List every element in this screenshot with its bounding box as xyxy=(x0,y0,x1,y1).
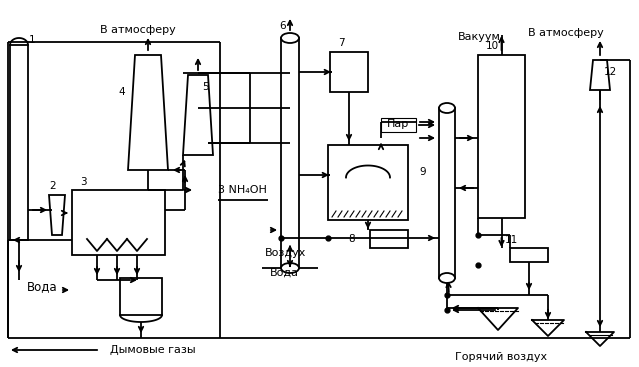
Text: Воздух: Воздух xyxy=(265,248,306,258)
Bar xyxy=(328,145,408,220)
Bar xyxy=(370,230,408,248)
Ellipse shape xyxy=(439,103,455,113)
Polygon shape xyxy=(183,75,213,155)
Ellipse shape xyxy=(281,263,299,273)
Text: 8: 8 xyxy=(348,234,355,244)
Text: 1: 1 xyxy=(29,35,36,45)
Bar xyxy=(381,118,416,132)
Text: 3 NH₄OH: 3 NH₄OH xyxy=(218,185,267,195)
Text: 5: 5 xyxy=(202,82,208,92)
Bar xyxy=(10,45,28,240)
Text: Вода: Вода xyxy=(27,280,58,293)
Text: 2: 2 xyxy=(49,181,56,191)
Ellipse shape xyxy=(281,33,299,43)
Ellipse shape xyxy=(439,273,455,283)
Text: Дымовые газы: Дымовые газы xyxy=(110,345,196,355)
Text: Вода: Вода xyxy=(270,268,299,278)
Text: 10: 10 xyxy=(486,41,499,51)
Bar xyxy=(510,248,548,262)
Text: 7: 7 xyxy=(338,38,344,48)
Bar xyxy=(439,108,455,278)
Bar xyxy=(478,55,525,218)
Text: Вакуум: Вакуум xyxy=(458,32,500,42)
Text: Горячий воздух: Горячий воздух xyxy=(455,352,547,362)
Text: 3: 3 xyxy=(80,177,87,187)
Polygon shape xyxy=(49,195,65,235)
Text: 11: 11 xyxy=(505,235,518,245)
Bar xyxy=(330,52,368,92)
Polygon shape xyxy=(128,55,168,170)
Text: Пар: Пар xyxy=(387,119,409,129)
Text: 9: 9 xyxy=(419,167,426,177)
Text: 12: 12 xyxy=(604,67,617,77)
Text: В атмосферу: В атмосферу xyxy=(100,25,176,35)
Bar xyxy=(72,190,165,255)
Text: 4: 4 xyxy=(118,87,125,97)
Bar xyxy=(120,278,162,315)
Text: В атмосферу: В атмосферу xyxy=(528,28,604,38)
Bar xyxy=(281,38,299,268)
Text: 6: 6 xyxy=(279,21,286,31)
Polygon shape xyxy=(590,60,610,90)
